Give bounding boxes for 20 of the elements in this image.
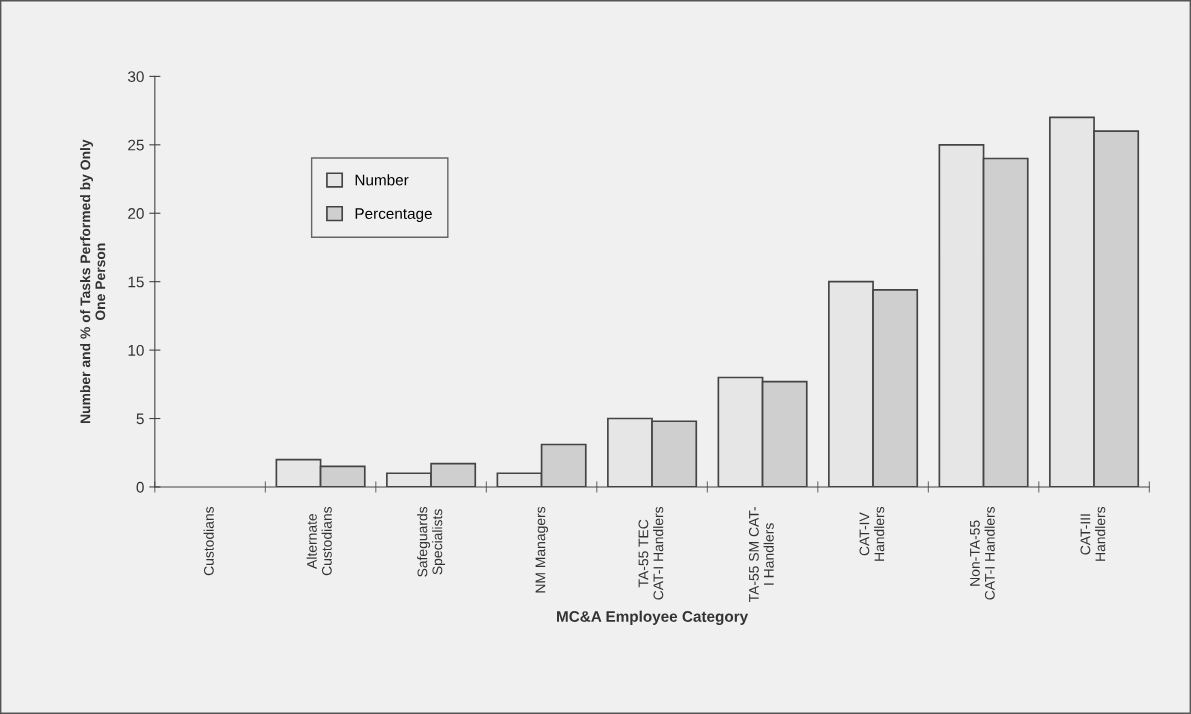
x-tick-label: Custodians: [203, 506, 214, 576]
x-tick-label: TA-55 TEC CAT-I Handlers: [638, 506, 664, 600]
x-tick-label: CAT-III Handlers: [1080, 506, 1106, 561]
y-tick-label: 5: [136, 413, 144, 425]
y-tick-label: 10: [128, 344, 144, 356]
legend-label: Percentage: [355, 208, 432, 223]
x-tick-label: Safeguards Specialists: [417, 506, 446, 577]
y-tick-label: 20: [128, 208, 144, 219]
y-tick-label: 0: [136, 481, 144, 493]
y-tick-label: 15: [128, 276, 144, 288]
x-tick-label: CAT-IV Handlers: [859, 506, 885, 561]
x-tick-label: TA-55 SM CAT- I Handlers: [748, 507, 774, 603]
y-axis-title: Number and % of Tasks Performed by Only One Person: [80, 139, 106, 424]
x-tick-label: Non-TA-55 CAT-I Handlers: [970, 506, 995, 600]
legend-label: Number: [355, 174, 409, 186]
x-axis-title: MC&A Employee Category: [557, 610, 749, 625]
x-tick-label: Alternate Custodians: [306, 506, 332, 576]
y-tick-label: 30: [128, 71, 144, 83]
y-tick-label: 25: [128, 139, 144, 151]
x-tick-label: NM Managers: [535, 506, 549, 593]
